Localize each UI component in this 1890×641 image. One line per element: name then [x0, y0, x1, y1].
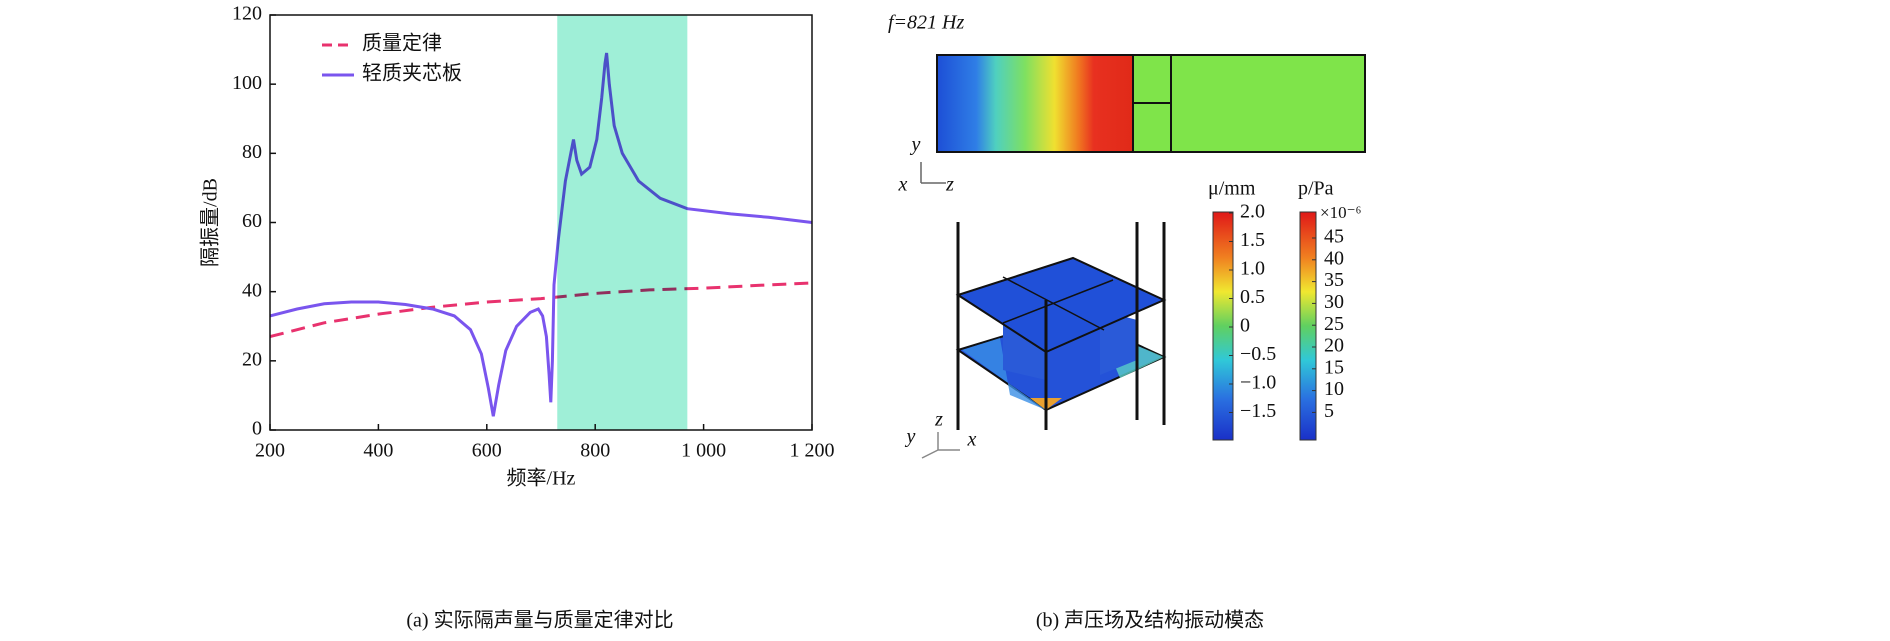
y-tick-label: 0 [252, 418, 262, 440]
axis-letter: x [898, 174, 908, 196]
axis-letter: y [910, 134, 921, 156]
x-tick-label: 1 000 [681, 440, 726, 462]
colorbar-tick-label: 45 [1324, 226, 1344, 248]
axis-letter: z [945, 174, 954, 196]
caption: (a) 实际隔声量与质量定律对比 [406, 609, 673, 632]
colorbar-title: p/Pa [1298, 178, 1334, 200]
structure-3d [921, 222, 1167, 459]
y-tick-label: 80 [242, 141, 262, 163]
axis-letter: y [905, 426, 916, 448]
colorbar-tick-label: −0.5 [1240, 343, 1276, 365]
colorbar-tick-label: 35 [1324, 269, 1344, 291]
colorbar-tick-label: 20 [1324, 335, 1344, 357]
x-tick-label: 200 [255, 440, 285, 462]
plot-frame [269, 14, 813, 431]
series-line [269, 52, 813, 417]
colorbar-tick-label: 30 [1324, 291, 1344, 313]
series-line [269, 281, 813, 339]
colorbar-tick-label: 25 [1324, 313, 1344, 335]
colorbar-title: μ/mm [1208, 178, 1256, 200]
colorbar-tick-label: 40 [1324, 247, 1344, 269]
x-tick-label: 600 [472, 440, 502, 462]
colorbar-tick-label: 5 [1324, 400, 1334, 422]
annotation: f=821 Hz [888, 12, 964, 34]
y-tick-label: 20 [242, 348, 262, 370]
colorbar-tick-label: 1.5 [1240, 229, 1265, 251]
panel-b: f=821 Hz μ/mm p/Pa ×10⁻⁶ [888, 12, 1366, 459]
colorbar-tick-label: −1.5 [1240, 400, 1276, 422]
axis-triad [920, 162, 946, 184]
y-axis-label: 隔振量/dB [199, 178, 222, 267]
x-tick-label: 1 200 [790, 440, 835, 462]
colorbar [1212, 211, 1234, 441]
colorbar [1299, 211, 1317, 441]
strip-border [936, 54, 1366, 153]
colorbar-exponent: ×10⁻⁶ [1320, 203, 1362, 222]
legend-label: 质量定律 [362, 32, 442, 55]
y-tick-label: 120 [232, 3, 262, 25]
colorbar-tick-label: 0.5 [1240, 286, 1265, 308]
caption: (b) 声压场及结构振动模态 [1036, 609, 1264, 632]
shaded-band [557, 15, 688, 430]
y-tick-label: 100 [232, 72, 262, 94]
x-tick-label: 800 [580, 440, 610, 462]
colorbar-tick-label: 2.0 [1240, 201, 1265, 223]
legend-label: 轻质夹芯板 [362, 62, 462, 85]
colorbar-tick-label: 15 [1324, 356, 1344, 378]
y-tick-label: 60 [242, 210, 262, 232]
colorbar-tick-label: −1.0 [1240, 372, 1276, 394]
colorbar-tick-label: 1.0 [1240, 258, 1265, 280]
colorbar-tick-label: 0 [1240, 315, 1250, 337]
colorbar-tick-label: 10 [1324, 378, 1344, 400]
strip-divider [1132, 55, 1172, 152]
field-strip [937, 55, 1133, 152]
axis-letter: x [967, 429, 977, 451]
x-axis-label: 频率/Hz [507, 467, 576, 490]
axis-letter: z [934, 409, 943, 431]
x-tick-label: 400 [363, 440, 393, 462]
y-tick-label: 40 [242, 279, 262, 301]
